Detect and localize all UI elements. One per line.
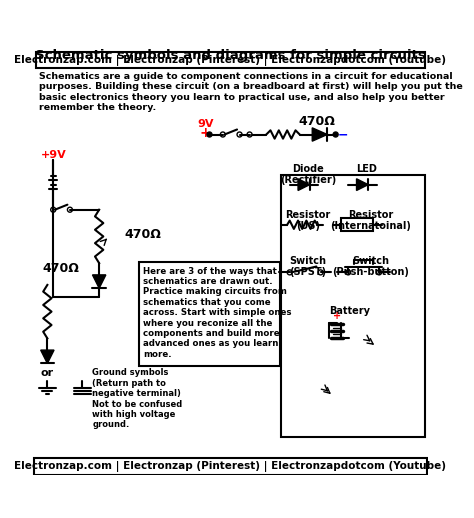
- Polygon shape: [312, 128, 327, 141]
- Polygon shape: [41, 350, 54, 364]
- Text: 470Ω: 470Ω: [124, 228, 161, 241]
- Text: +: +: [200, 126, 211, 140]
- Circle shape: [207, 132, 212, 137]
- Text: or: or: [41, 368, 54, 379]
- Text: Electronzap.com | Electronzap (Pinterest) | Electronzapdotcom (Youtube): Electronzap.com | Electronzap (Pinterest…: [14, 461, 447, 472]
- Text: Resistor
(US): Resistor (US): [285, 210, 331, 232]
- FancyBboxPatch shape: [36, 52, 425, 68]
- Text: −: −: [337, 128, 348, 141]
- Polygon shape: [92, 275, 106, 288]
- FancyBboxPatch shape: [34, 458, 427, 474]
- Text: Schematic symbols and diagrams for simple circuits: Schematic symbols and diagrams for simpl…: [35, 49, 426, 62]
- Text: Here are 3 of the ways that
schematics are drawn out.
Practice making circuits f: Here are 3 of the ways that schematics a…: [144, 267, 292, 359]
- Text: Battery: Battery: [329, 306, 370, 316]
- Text: Ground symbols
(Return path to
negative terminal)
Not to be confused
with high v: Ground symbols (Return path to negative …: [92, 368, 183, 429]
- Text: 470Ω: 470Ω: [298, 114, 335, 127]
- FancyBboxPatch shape: [139, 262, 281, 366]
- FancyBboxPatch shape: [282, 175, 425, 437]
- Text: LED: LED: [356, 164, 377, 174]
- Text: Electronzap.com | Electronzap (Pinterest) | Electronzapdotcom (Youtube): Electronzap.com | Electronzap (Pinterest…: [14, 54, 447, 66]
- Text: +9V: +9V: [41, 150, 66, 161]
- Text: 9V: 9V: [197, 119, 213, 128]
- Text: Diode
(Rectifier): Diode (Rectifier): [280, 164, 336, 185]
- Circle shape: [333, 132, 338, 137]
- Text: Schematics are a guide to component connections in a circuit for educational
pur: Schematics are a guide to component conn…: [39, 72, 463, 112]
- Text: Switch
(Push-button): Switch (Push-button): [332, 256, 409, 277]
- Text: +: +: [333, 311, 341, 321]
- Text: Switch
(SPST): Switch (SPST): [290, 256, 327, 277]
- Text: 470Ω: 470Ω: [42, 262, 79, 275]
- Polygon shape: [298, 179, 310, 191]
- Bar: [341, 218, 373, 232]
- Polygon shape: [356, 179, 368, 191]
- Text: Resistor
(Internatoinal): Resistor (Internatoinal): [330, 210, 411, 232]
